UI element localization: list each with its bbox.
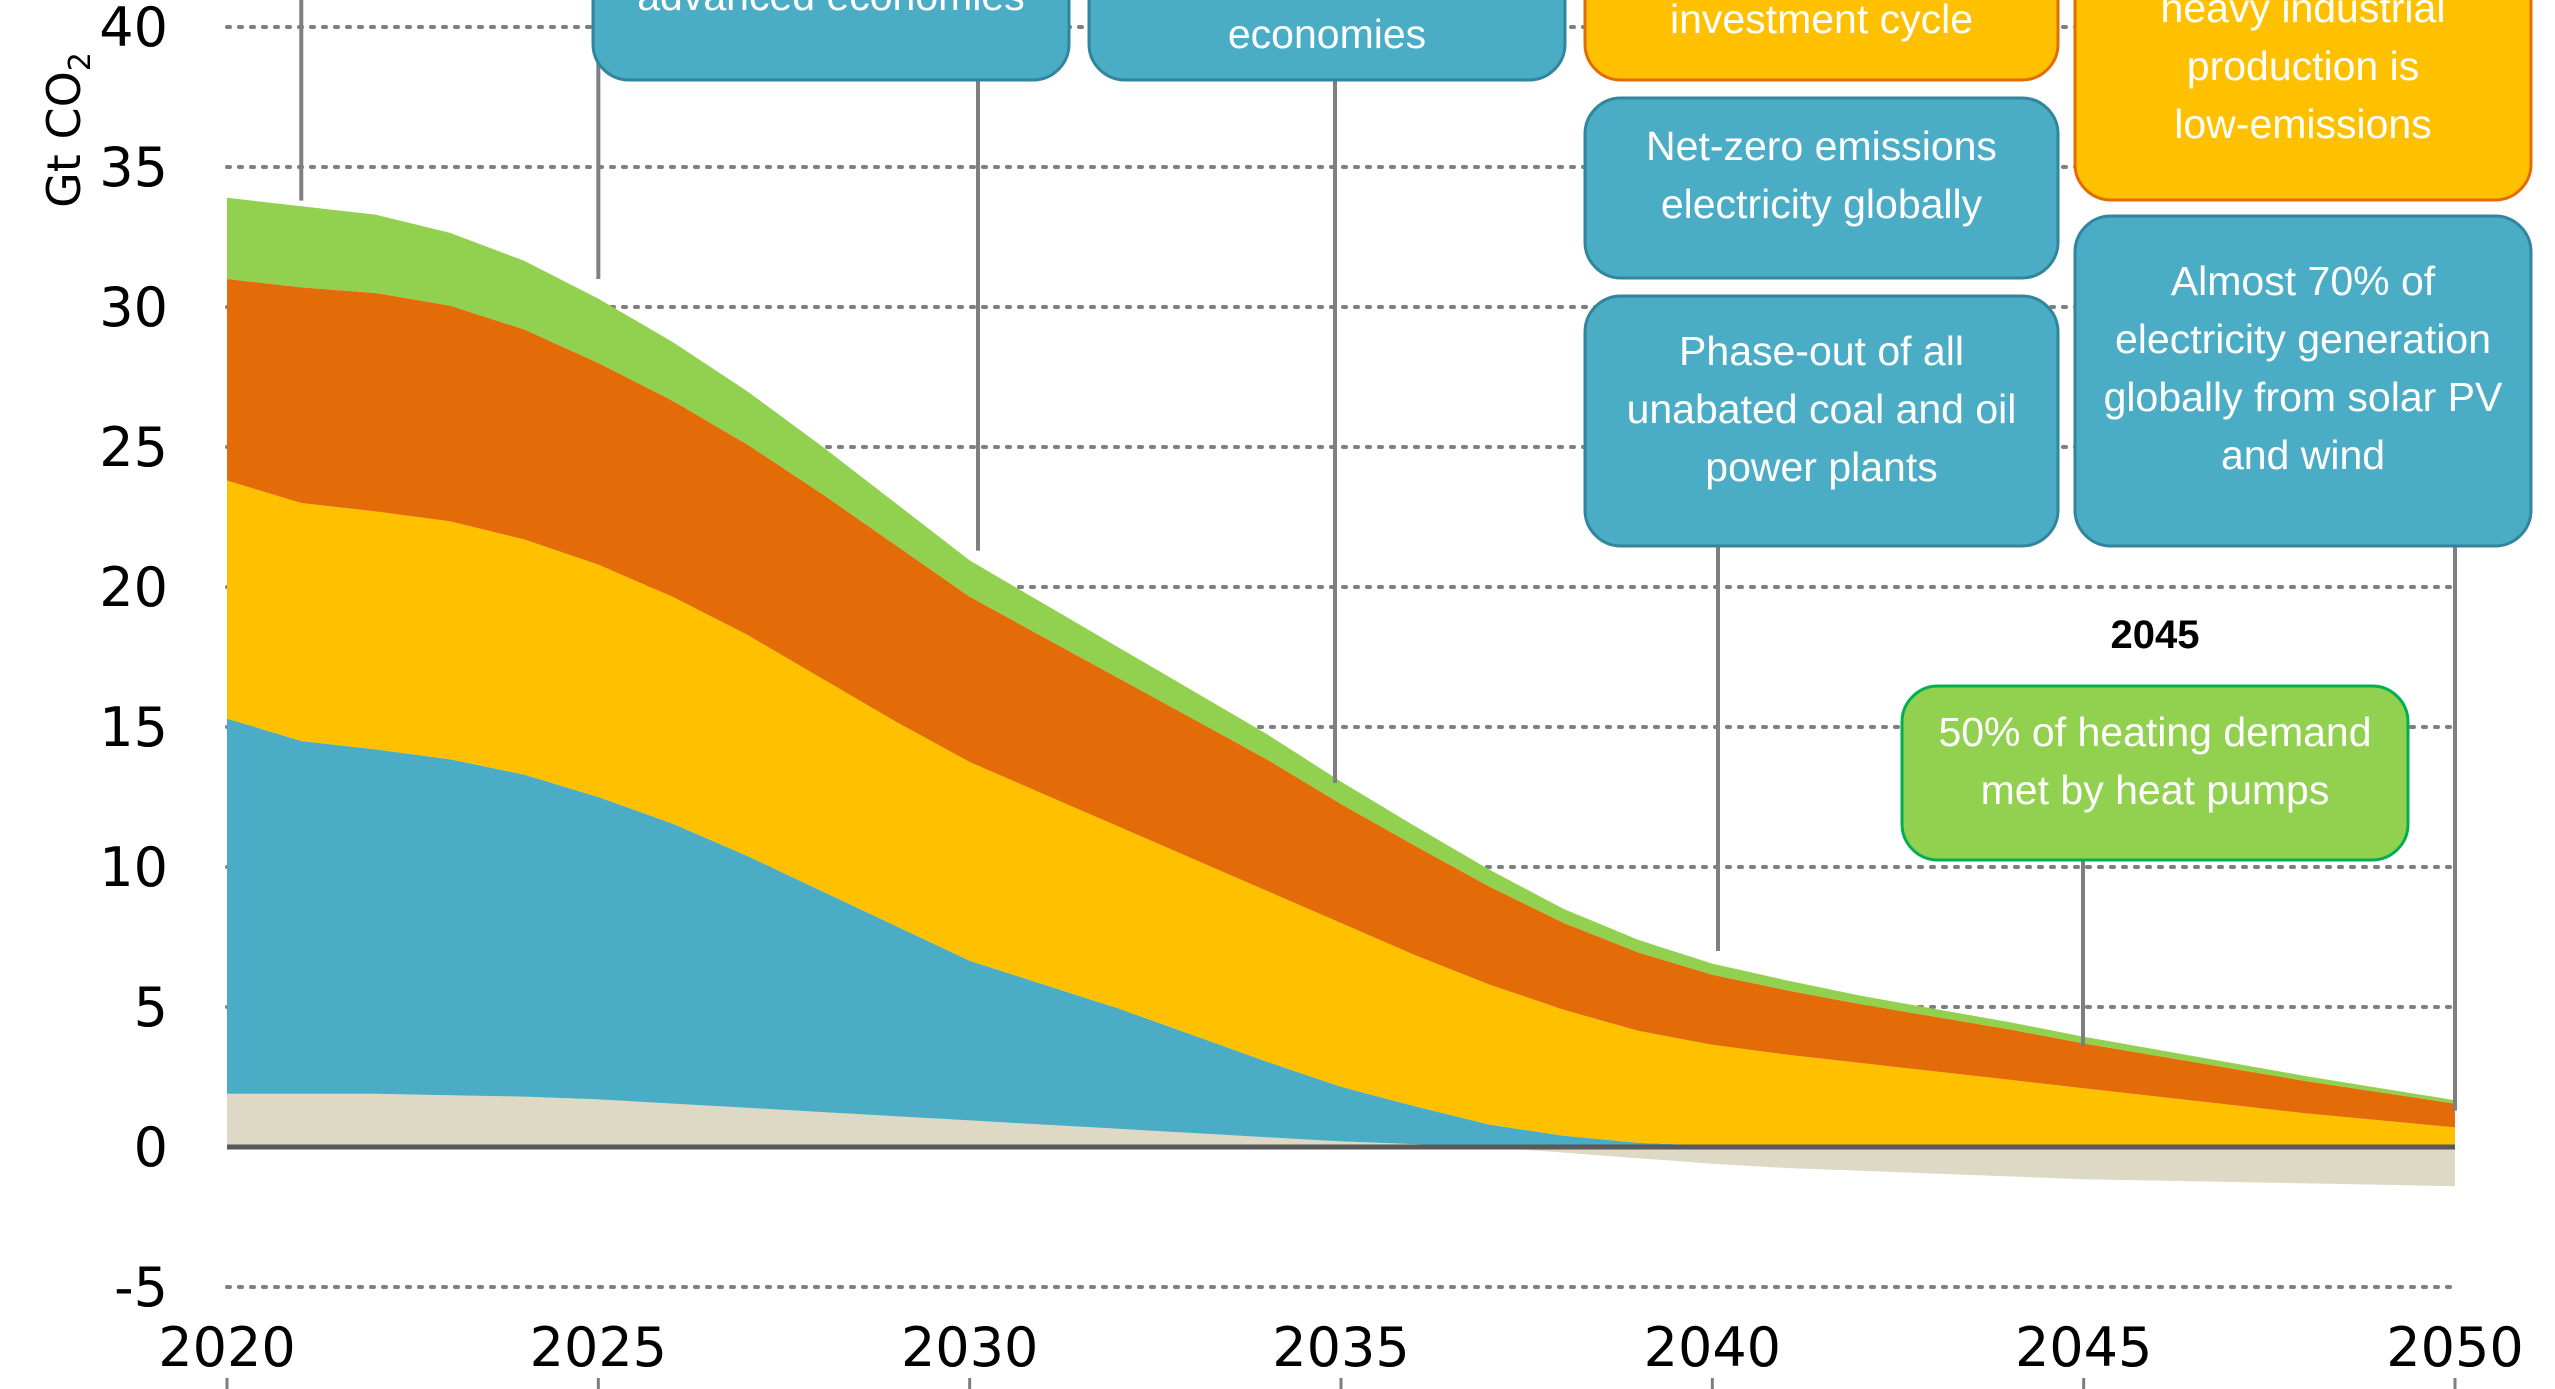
callout-box: Phase-out of all unabated coal and oil pow… — [1583, 294, 2060, 548]
y-tick-label: 10 — [99, 836, 168, 899]
x-tick-label: 2030 — [901, 1316, 1038, 1379]
callout-box: Almost 70% of electricity generation globa… — [2073, 214, 2533, 548]
y-tick-label: 25 — [99, 416, 168, 479]
callout-text-line: electricity globally — [1661, 181, 1983, 227]
callout-text-line: economies — [1228, 11, 1426, 57]
callout-box-background — [2073, 214, 2533, 548]
x-tick-label: 2050 — [2386, 1316, 2523, 1379]
callout-box: advanced economies — [591, 0, 1071, 82]
callout-text-line: globally from solar PV — [2104, 374, 2503, 420]
x-tick-label: 2040 — [1644, 1316, 1781, 1379]
x-tick-label: 2045 — [2015, 1316, 2152, 1379]
area-series-5 — [227, 197, 2455, 1104]
y-tick-label: 35 — [99, 136, 168, 199]
callout-box: heavy industrial production is low-emissio… — [2073, 0, 2533, 202]
area-series-1 — [227, 1093, 2455, 1187]
x-tick-label: 2020 — [158, 1316, 295, 1379]
callout-boxes: advanced economies in advancedeconomies in… — [591, 0, 2533, 862]
y-tick-label: -5 — [114, 1256, 168, 1319]
callout-text-line: 50% of heating demand — [1938, 709, 2371, 755]
y-axis-title: Gt CO2 — [37, 52, 98, 208]
x-tick-label: 2025 — [530, 1316, 667, 1379]
callout-text-line: and wind — [2221, 432, 2385, 478]
callout-text-line: heavy industrial — [2161, 0, 2446, 31]
callout-box: 50% of heating demand met by heat pumps — [1900, 684, 2410, 862]
y-tick-label: 15 — [99, 696, 168, 759]
callout-box-background — [1583, 96, 2060, 280]
x-tick-label: 2035 — [1272, 1316, 1409, 1379]
callout-connectors — [299, 0, 2457, 1111]
area-series-2 — [227, 718, 2455, 1147]
y-axis-title-subscript: 2 — [63, 52, 98, 71]
callout-text-line: Almost 70% of — [2171, 258, 2436, 304]
callout-text-line: met by heat pumps — [1981, 767, 2330, 813]
callout-text-line: power plants — [1705, 444, 1937, 490]
callout-box: Net-zero emissions electricity globally — [1583, 96, 2060, 280]
callout-box: in advancedeconomies — [1087, 0, 1567, 82]
callout-box-background — [591, 0, 1071, 82]
area-series-4 — [227, 279, 2455, 1128]
y-axis-ticks: -5 0 5 10 15 20 25 30 35 40 — [99, 0, 168, 1319]
area-series-3 — [227, 480, 2455, 1148]
callout-text-line: investment cycle — [1670, 0, 1973, 42]
stacked-areas — [227, 197, 2455, 1187]
callout-box-background — [1087, 0, 1567, 82]
callout-text-line: electricity generation — [2115, 316, 2491, 362]
y-tick-label: 40 — [99, 0, 168, 59]
callout-text-line: Net-zero emissions — [1646, 123, 1997, 169]
y-tick-label: 5 — [134, 976, 168, 1039]
callout-text-line: production is — [2187, 43, 2419, 89]
callout-text-line: advanced economies — [637, 0, 1024, 19]
y-axis-title-main: Gt CO — [37, 71, 91, 208]
x-axis-ticks: 2020 2025 2030 2035 2040 2045 2050 — [158, 1316, 2524, 1389]
callout-text-line: unabated coal and oil — [1627, 386, 2017, 432]
callout-box-background — [2073, 0, 2533, 202]
y-tick-label: 30 — [99, 276, 168, 339]
callout-text-line: low-emissions — [2174, 101, 2431, 147]
callout-text-line: Phase-out of all — [1679, 328, 1964, 374]
callout-box-background — [1583, 0, 2060, 82]
y-tick-label: 20 — [99, 556, 168, 619]
callout-box: investment cycle — [1583, 0, 2060, 82]
callout-box-background — [1900, 684, 2410, 862]
year-label-2045: 2045 — [2111, 613, 2200, 657]
callout-box-background — [1583, 294, 2060, 548]
y-tick-label: 0 — [134, 1116, 168, 1179]
